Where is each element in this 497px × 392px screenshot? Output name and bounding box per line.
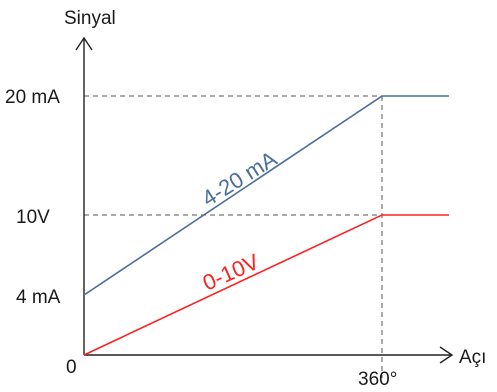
series-lines [83,95,449,356]
y-tick-label-20ma: 20 mA [5,87,60,108]
series-line-4-20ma [83,95,449,296]
axes [75,36,454,364]
y-axis-arrow [75,36,93,51]
y-tick-label-4ma: 4 mA [16,287,61,308]
series-label-0-10v: 0-10V [199,249,263,296]
x-tick-label-360: 360° [358,369,397,390]
series-line-0-10v [83,214,449,356]
origin-label: 0 [66,357,77,378]
y-axis-label: Sinyal [64,8,116,29]
y-tick-label-10v: 10V [16,207,50,228]
series-label-4-20ma: 4-20 mA [197,146,281,211]
x-axis-label: Açı [459,347,486,368]
guide-lines [84,95,383,378]
x-axis-arrow [439,346,454,364]
